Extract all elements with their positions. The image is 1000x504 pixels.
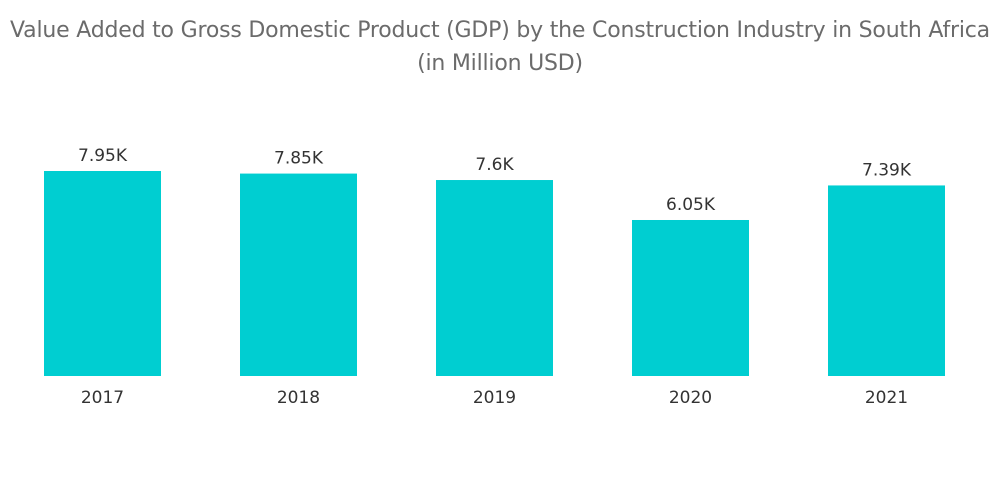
x-tick-label-2019: 2019 xyxy=(473,388,516,408)
data-label-2020: 6.05K xyxy=(666,195,716,215)
chart-title-line-1: Value Added to Gross Domestic Product (G… xyxy=(10,18,990,43)
data-label-2017: 7.95K xyxy=(78,146,128,166)
x-tick-label-2020: 2020 xyxy=(669,388,712,408)
x-tick-label-2021: 2021 xyxy=(865,388,908,408)
chart-title-line-2: (in Million USD) xyxy=(417,51,583,76)
x-tick-label-2017: 2017 xyxy=(81,388,124,408)
bar-2017 xyxy=(44,171,161,376)
data-label-2018: 7.85K xyxy=(274,149,324,169)
data-label-2019: 7.6K xyxy=(475,155,514,175)
bar-2020 xyxy=(632,219,749,376)
chart-title: Value Added to Gross Domestic Product (G… xyxy=(0,14,1000,80)
data-label-2021: 7.39K xyxy=(862,160,912,180)
bar-2018 xyxy=(240,173,357,376)
x-tick-label-2018: 2018 xyxy=(277,388,320,408)
bar-2021 xyxy=(828,185,945,376)
bar-2019 xyxy=(436,180,553,376)
